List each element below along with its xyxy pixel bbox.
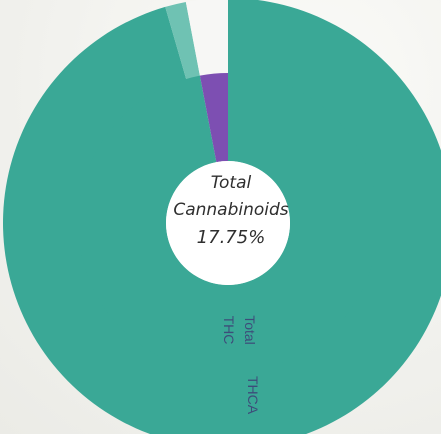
donut-slices bbox=[3, 0, 441, 434]
outer-ring-slice-2 bbox=[185, 0, 228, 78]
ring-label-inner: Total bbox=[242, 315, 258, 345]
ring-label-inner-line2: THC bbox=[221, 316, 237, 345]
ring-label-inner-line1: Total bbox=[242, 315, 258, 345]
inner-ring-slice-0 bbox=[78, 73, 379, 373]
center-label-value: 17.75% bbox=[196, 227, 266, 248]
center-label-line2: Cannabinoids bbox=[173, 200, 289, 220]
outer-ring-slice-1 bbox=[165, 1, 201, 81]
outer-ring-slice-0 bbox=[3, 0, 441, 434]
center-label: Total Cannabinoids 17.75% bbox=[146, 170, 316, 251]
ring-label-inner-2: THC bbox=[221, 316, 237, 345]
ring-label-outer: THCA bbox=[245, 376, 261, 415]
ring-label-outer-g: THCA bbox=[245, 376, 261, 415]
center-label-line1: Total bbox=[210, 173, 252, 193]
donut-center-hole bbox=[166, 161, 290, 285]
inner-ring-slice-1 bbox=[199, 73, 228, 163]
